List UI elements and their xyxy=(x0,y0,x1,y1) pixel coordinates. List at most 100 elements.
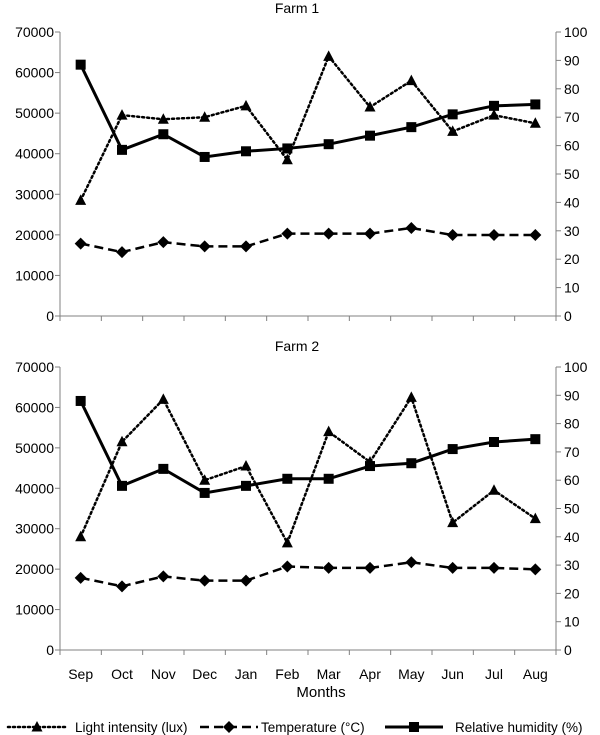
y-tick-label-right: 0 xyxy=(564,308,572,324)
y-tick-label-right: 10 xyxy=(564,280,580,296)
y-tick-label-right: 10 xyxy=(564,614,580,630)
y-tick-label-left: 40000 xyxy=(15,146,54,162)
y-tick-label-right: 0 xyxy=(564,642,572,658)
data-point xyxy=(281,227,294,240)
data-point xyxy=(116,109,128,120)
data-point xyxy=(158,129,169,140)
y-tick-label-left: 50000 xyxy=(15,105,54,121)
x-tick-label: Jan xyxy=(235,666,258,682)
data-point xyxy=(240,574,252,587)
legend-label: Light intensity (lux) xyxy=(75,720,188,735)
data-point xyxy=(282,473,293,484)
y-tick-label-left: 0 xyxy=(46,642,54,658)
data-point xyxy=(157,113,169,124)
data-point xyxy=(489,100,499,111)
data-point xyxy=(199,487,210,498)
x-tick-label: May xyxy=(398,666,424,682)
y-tick-label-right: 40 xyxy=(564,529,580,545)
y-tick-label-right: 70 xyxy=(564,109,580,125)
data-point xyxy=(405,556,418,569)
y-tick-label-right: 30 xyxy=(564,557,580,573)
data-point xyxy=(406,458,417,469)
y-tick-label-right: 80 xyxy=(564,81,580,97)
data-point xyxy=(447,516,459,528)
y-tick-label-left: 20000 xyxy=(15,227,54,243)
data-point xyxy=(405,391,417,402)
legend-marker xyxy=(409,722,419,732)
data-point xyxy=(199,151,210,162)
data-point xyxy=(281,153,293,165)
data-point xyxy=(198,574,211,587)
chart-title: Farm 2 xyxy=(275,338,320,354)
legend-label: Relative humidity (%) xyxy=(455,720,583,735)
data-point xyxy=(364,101,376,112)
data-point xyxy=(530,434,541,445)
y-tick-label-left: 60000 xyxy=(15,399,54,415)
x-tick-label: Dec xyxy=(192,666,217,682)
x-tick-label: Nov xyxy=(151,666,176,682)
data-point xyxy=(364,561,376,574)
legend-marker xyxy=(31,721,43,732)
x-tick-label: Sep xyxy=(68,666,93,682)
series-line xyxy=(79,53,537,202)
series-line xyxy=(80,561,536,588)
data-point xyxy=(75,194,87,205)
y-tick-label-right: 20 xyxy=(564,251,580,267)
data-point xyxy=(488,229,500,242)
y-tick-label-left: 30000 xyxy=(15,521,54,537)
series-line xyxy=(79,64,536,159)
data-point xyxy=(240,99,252,111)
data-point xyxy=(446,561,459,574)
data-point xyxy=(116,435,128,447)
data-point xyxy=(323,139,334,150)
x-tick-label: Apr xyxy=(359,666,381,682)
data-point xyxy=(157,393,169,404)
data-point xyxy=(281,536,293,548)
data-point xyxy=(75,59,86,70)
y-tick-label-right: 90 xyxy=(564,387,580,403)
y-tick-label-right: 20 xyxy=(564,585,580,601)
data-point xyxy=(405,74,417,86)
data-point xyxy=(75,530,87,542)
legend-label: Temperature (°C) xyxy=(261,720,365,735)
plot-area: 0 10000 20000 30000 40000 50000 60000 70000 0 10 2… xyxy=(15,359,588,682)
data-point xyxy=(529,563,542,576)
data-point xyxy=(241,146,251,157)
data-point xyxy=(488,561,500,574)
data-point xyxy=(322,561,335,574)
data-point xyxy=(446,229,459,242)
data-point xyxy=(447,125,459,136)
x-tick-label: Aug xyxy=(523,666,548,682)
data-point xyxy=(529,512,541,524)
y-tick-label-right: 60 xyxy=(564,138,580,154)
data-point xyxy=(323,425,335,437)
y-tick-label-left: 30000 xyxy=(15,186,54,202)
data-point xyxy=(240,240,252,253)
data-point xyxy=(447,444,458,455)
data-point xyxy=(157,570,170,583)
data-point xyxy=(529,117,541,128)
series-line xyxy=(79,400,536,495)
y-tick-label-right: 40 xyxy=(564,194,580,210)
data-point xyxy=(117,144,127,155)
y-tick-label-left: 50000 xyxy=(15,440,54,456)
data-point xyxy=(240,460,252,471)
y-tick-label-left: 70000 xyxy=(15,24,54,40)
y-tick-label-right: 70 xyxy=(564,444,580,460)
y-tick-label-left: 10000 xyxy=(15,602,54,618)
data-point xyxy=(117,480,127,491)
data-point xyxy=(75,395,86,406)
data-point xyxy=(282,143,293,154)
y-tick-label-left: 60000 xyxy=(15,65,54,81)
x-tick-label: Oct xyxy=(111,666,133,682)
data-point xyxy=(530,99,541,110)
data-point xyxy=(405,221,418,234)
data-point xyxy=(406,122,417,133)
data-point xyxy=(157,236,170,249)
chart-legend: Light intensity (lux) Temperature (°C) Rel… xyxy=(6,720,583,735)
y-tick-label-right: 50 xyxy=(564,501,580,517)
y-tick-label-left: 20000 xyxy=(15,561,54,577)
chart-panel-farm-1: Farm 1 0 10000 20000 30000 40000 50000 60000 70… xyxy=(15,0,588,324)
chart-title: Farm 1 xyxy=(275,0,320,16)
